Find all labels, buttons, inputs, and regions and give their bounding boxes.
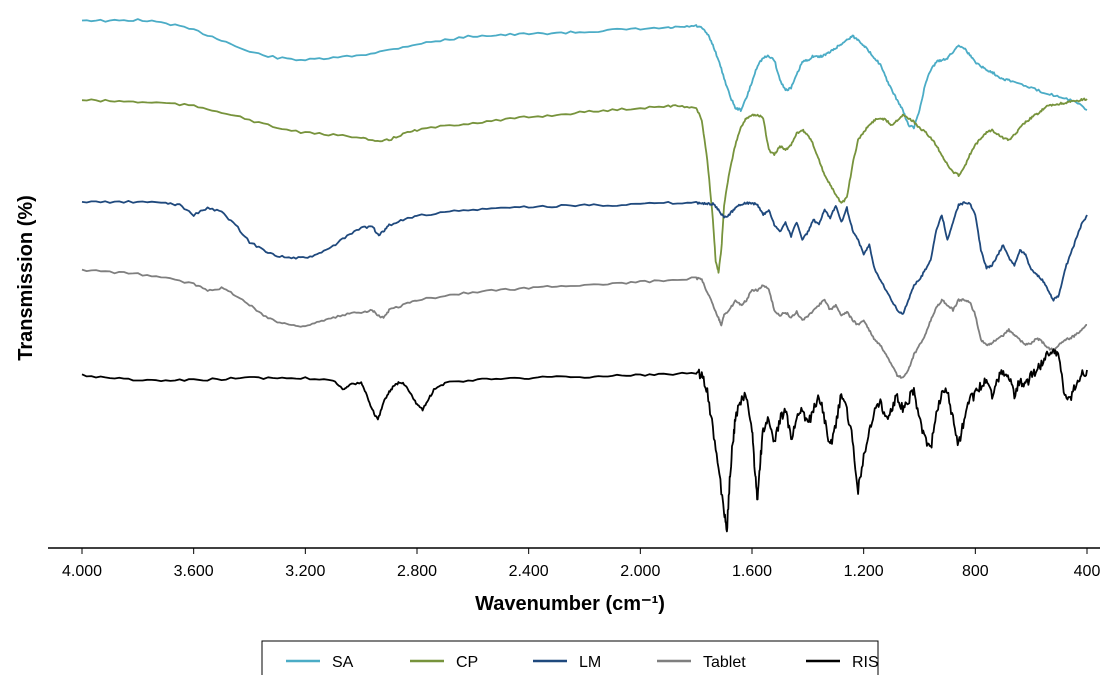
x-tick-label: 1.200 xyxy=(844,563,884,580)
series-line-sa xyxy=(81,18,1088,130)
series-line-ris xyxy=(81,348,1088,533)
legend-label-sa: SA xyxy=(332,654,354,671)
legend-box xyxy=(261,640,879,675)
legend-label-tablet: Tablet xyxy=(703,654,746,671)
x-tick-label: 2.000 xyxy=(620,563,660,580)
series-group xyxy=(81,18,1088,533)
x-tick-label: 800 xyxy=(962,563,989,580)
x-tick-label: 400 xyxy=(1074,563,1101,580)
x-axis-ticks: 4.000 3.600 3.200 2.800 2.400 2.000 1.600 1.200… xyxy=(62,548,1100,580)
legend-label-lm: LM xyxy=(579,654,601,671)
series-line-tablet xyxy=(81,268,1088,379)
x-tick-label: 2.400 xyxy=(509,563,549,580)
x-tick-label: 3.200 xyxy=(285,563,325,580)
series-line-cp xyxy=(81,97,1088,274)
legend-label-ris: RIS xyxy=(852,654,879,671)
x-axis-title: Wavenumber (cm⁻¹) xyxy=(475,593,665,615)
x-tick-label: 1.600 xyxy=(732,563,772,580)
x-tick-label: 3.600 xyxy=(174,563,214,580)
legend: SA CP LM Tablet RIS xyxy=(261,640,879,675)
legend-label-cp: CP xyxy=(456,654,478,671)
y-axis-title: Transmission (%) xyxy=(15,195,37,361)
x-tick-label: 2.800 xyxy=(397,563,437,580)
x-tick-label: 4.000 xyxy=(62,563,102,580)
series-line-lm xyxy=(81,200,1088,315)
